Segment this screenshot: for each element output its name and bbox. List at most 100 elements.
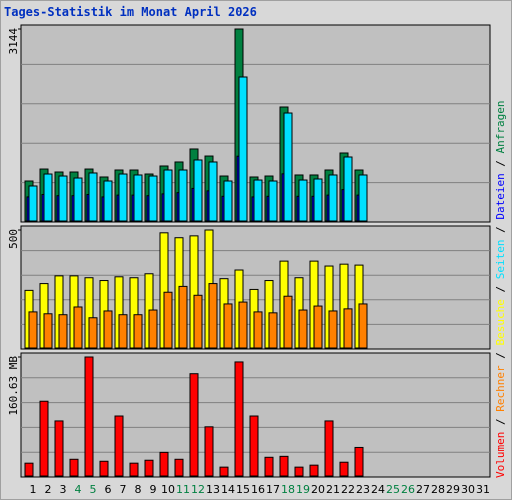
legend-separator: /	[494, 412, 507, 432]
bar	[343, 308, 353, 349]
bar	[253, 311, 263, 349]
x-tick-label: 23	[356, 483, 370, 496]
bar	[163, 291, 173, 349]
bar	[174, 458, 184, 477]
x-tick-label: 21	[326, 483, 340, 496]
x-tick-label: 11	[176, 483, 190, 496]
legend-entry: Anfragen	[494, 100, 507, 153]
legend-separator: /	[494, 346, 507, 366]
x-tick-label: 3	[60, 483, 67, 496]
x-tick-label: 5	[90, 483, 97, 496]
legend-separator: /	[494, 153, 507, 173]
bar	[133, 314, 143, 349]
legend-separator: /	[494, 279, 507, 299]
bar	[279, 455, 289, 477]
bar	[24, 462, 34, 477]
bar	[238, 301, 248, 349]
x-tick-label: 14	[221, 483, 235, 496]
bar	[73, 306, 83, 349]
bar	[223, 180, 233, 222]
x-tick-label: 24	[371, 483, 385, 496]
bar	[328, 310, 338, 349]
bar	[148, 309, 158, 349]
bar	[88, 172, 98, 222]
bar	[118, 173, 128, 222]
bar	[73, 177, 83, 222]
bar	[163, 169, 173, 222]
bar	[133, 174, 143, 222]
bar	[249, 415, 259, 477]
bar	[339, 461, 349, 477]
bar	[103, 180, 113, 222]
bar	[159, 451, 169, 477]
bar	[283, 295, 293, 349]
bar	[354, 446, 364, 477]
bar	[178, 285, 188, 349]
bar	[268, 312, 278, 349]
bar	[294, 466, 304, 477]
bar	[103, 310, 113, 349]
bar	[298, 179, 308, 222]
bar	[148, 175, 158, 222]
legend-entry: Besuche	[494, 299, 507, 345]
x-tick-label: 31	[476, 483, 490, 496]
x-tick-label: 13	[206, 483, 220, 496]
x-tick-label: 20	[311, 483, 325, 496]
legend: Volumen / Rechner / Besuche / Seiten / D…	[494, 100, 507, 478]
bar	[343, 156, 353, 222]
bar	[189, 373, 199, 477]
y-tick-label: 160.63 MB	[7, 356, 20, 416]
legend-entry: Seiten	[494, 240, 507, 280]
legend-entry: Rechner	[494, 365, 507, 412]
x-tick-label: 18	[281, 483, 295, 496]
bar	[84, 356, 94, 477]
bar	[208, 161, 218, 222]
bar	[309, 464, 319, 477]
chart-title: Tages-Statistik im Monat April 2026	[4, 5, 257, 19]
x-tick-label: 12	[191, 483, 205, 496]
bar	[358, 174, 368, 222]
bar	[298, 309, 308, 349]
x-tick-label: 16	[251, 483, 265, 496]
x-tick-label: 22	[341, 483, 355, 496]
bar	[223, 303, 233, 349]
x-tick-label: 9	[150, 483, 157, 496]
bar	[283, 112, 293, 222]
bar	[219, 466, 229, 477]
bar	[324, 420, 334, 477]
x-tick-label: 29	[446, 483, 460, 496]
bar	[99, 460, 109, 477]
bar	[114, 415, 124, 477]
bar	[238, 76, 248, 222]
x-tick-label: 27	[416, 483, 430, 496]
x-tick-label: 30	[461, 483, 475, 496]
bar	[28, 311, 38, 349]
bar	[313, 305, 323, 349]
bar	[43, 173, 53, 222]
bar	[204, 426, 214, 477]
bar	[313, 178, 323, 222]
x-tick-label: 10	[161, 483, 175, 496]
legend-entry: Dateien	[494, 173, 507, 219]
bar	[69, 458, 79, 477]
y-tick-label: 500	[7, 229, 20, 249]
bar	[178, 169, 188, 222]
bar	[39, 400, 49, 477]
bar	[54, 420, 64, 477]
bar	[268, 180, 278, 222]
bar	[328, 174, 338, 222]
x-tick-label: 26	[401, 483, 415, 496]
bar	[43, 313, 53, 349]
x-tick-label: 6	[105, 483, 112, 496]
bar	[88, 317, 98, 349]
bar	[193, 159, 203, 222]
x-tick-label: 7	[120, 483, 127, 496]
x-tick-label: 8	[135, 483, 142, 496]
bar	[144, 459, 154, 477]
x-tick-label: 2	[45, 483, 52, 496]
x-tick-label: 1	[30, 483, 37, 496]
x-tick-label: 15	[236, 483, 250, 496]
bar	[264, 456, 274, 477]
bar	[193, 294, 203, 349]
